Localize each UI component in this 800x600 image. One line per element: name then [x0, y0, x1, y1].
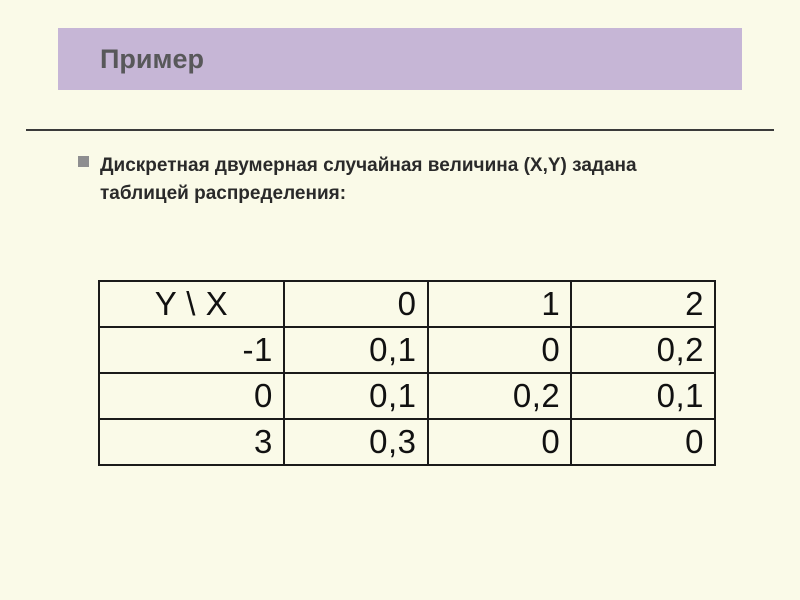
horizontal-rule [26, 129, 774, 131]
table-cell: 0,1 [284, 373, 428, 419]
table-row: Y \ X 0 1 2 [99, 281, 715, 327]
table-row: 3 0,3 0 0 [99, 419, 715, 465]
table-cell: 0,3 [284, 419, 428, 465]
table-cell: 0,1 [284, 327, 428, 373]
distribution-table: Y \ X 0 1 2 -1 0,1 0 0,2 0 0,1 0,2 0,1 3… [98, 280, 716, 466]
y-header: 0 [99, 373, 284, 419]
table: Y \ X 0 1 2 -1 0,1 0 0,2 0 0,1 0,2 0,1 3… [98, 280, 716, 466]
table-cell: 0 [428, 327, 572, 373]
table-cell: 0,2 [428, 373, 572, 419]
square-bullet-icon [78, 156, 89, 167]
description-text: Дискретная двумерная случайная величина … [100, 152, 680, 207]
table-cell: 0,2 [571, 327, 715, 373]
x-header: 1 [428, 281, 572, 327]
page-title: Пример [100, 44, 204, 75]
table-cell: 0,1 [571, 373, 715, 419]
y-header: -1 [99, 327, 284, 373]
table-row: 0 0,1 0,2 0,1 [99, 373, 715, 419]
table-row: -1 0,1 0 0,2 [99, 327, 715, 373]
table-cell: 0 [428, 419, 572, 465]
x-header: 2 [571, 281, 715, 327]
corner-cell: Y \ X [99, 281, 284, 327]
x-header: 0 [284, 281, 428, 327]
y-header: 3 [99, 419, 284, 465]
title-bar: Пример [58, 28, 742, 90]
table-cell: 0 [571, 419, 715, 465]
